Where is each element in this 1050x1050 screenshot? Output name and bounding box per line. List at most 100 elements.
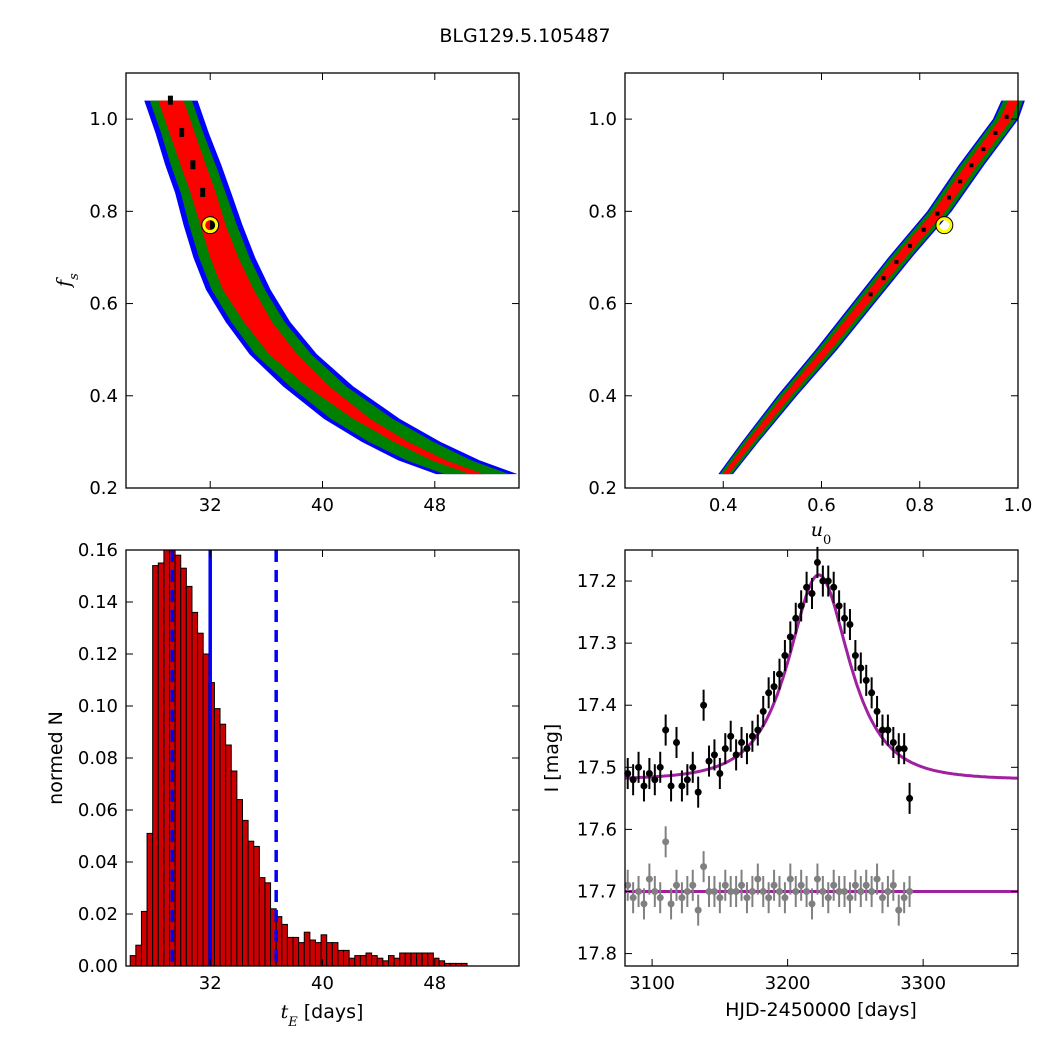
density-peak-pixel (210, 220, 216, 230)
residual-point (786, 875, 794, 883)
br-xtick-label: 3100 (629, 973, 675, 994)
data-point (906, 794, 914, 802)
residual-point (651, 887, 659, 895)
histogram-bar (326, 942, 333, 967)
histogram-bar (331, 942, 339, 967)
residual-point (835, 887, 843, 895)
histogram-bar (314, 942, 322, 967)
residual-point (803, 887, 811, 895)
y-axis-label: fs (53, 273, 82, 289)
bl-ytick-label: 0.00 (78, 956, 118, 977)
residual-point (841, 887, 849, 895)
histogram-bar (292, 936, 300, 967)
bl-ytick-label: 0.14 (78, 592, 118, 613)
best-fit-marker (202, 217, 219, 234)
panel-tE-histogram: 32 40 48 0.00 0.02 0.04 0.06 0.08 0.10 0.12 0.14 0.… (45, 540, 520, 1030)
tr-xtick-label: 0.8 (905, 495, 934, 516)
data-point (857, 664, 865, 672)
histogram-bar (247, 840, 255, 967)
histogram-bar (191, 611, 199, 967)
residual-point (878, 894, 886, 902)
tl-ytick-label: 0.2 (89, 478, 118, 499)
residual-point (862, 881, 870, 889)
histogram-bar (337, 949, 345, 967)
residual-point (689, 881, 697, 889)
br-xtick-label: 3300 (900, 973, 946, 994)
x-axis-label-sub: E (287, 1015, 298, 1030)
data-point (851, 652, 859, 660)
histogram-bar (264, 882, 272, 967)
data-point (770, 683, 778, 691)
residual-point (667, 900, 675, 908)
residual-point (819, 887, 827, 895)
residual-point (846, 894, 854, 902)
histogram-bar (427, 952, 434, 967)
br-ytick-label: 17.5 (577, 757, 617, 778)
histogram-bar (163, 549, 171, 967)
tl-ytick-label: 0.8 (89, 201, 118, 222)
br-ytick-label: 17.6 (577, 819, 617, 840)
data-point (662, 726, 670, 734)
histogram-bar (387, 955, 395, 967)
data-point (797, 602, 805, 610)
x-axis-label: u0 (811, 519, 832, 548)
best-fit-marker-outline (935, 216, 954, 235)
data-point (732, 751, 740, 759)
histogram-bar (152, 565, 159, 967)
bl-ytick-label: 0.04 (78, 852, 118, 873)
histogram-bar (298, 942, 305, 967)
br-ytick-label: 17.3 (577, 633, 617, 654)
residual-point (672, 881, 680, 889)
residual-point (635, 887, 643, 895)
data-point (635, 763, 643, 771)
residual-point (868, 887, 876, 895)
br-axes-frame (624, 549, 1019, 967)
histogram-bar (253, 845, 260, 967)
histogram-bar (416, 952, 423, 967)
data-point (873, 707, 881, 715)
histogram-bar (146, 832, 154, 967)
panel-fs-vs-u0: 0.4 0.6 0.8 1.0 0.2 0.4 0.6 0.8 1.0 u0 (588, 72, 1032, 548)
data-point (629, 776, 637, 784)
data-point (656, 763, 664, 771)
x-axis-label-var: t (281, 1001, 289, 1023)
data-point (884, 726, 892, 734)
histogram-bar (219, 723, 227, 967)
histogram-bar (213, 708, 221, 967)
tr-xtick-label: 0.6 (807, 495, 836, 516)
data-point (651, 776, 659, 784)
x-axis-label-sub: 0 (823, 533, 831, 548)
residual-point (792, 887, 800, 895)
tr-ytick-label: 1.0 (588, 109, 617, 130)
histogram-bar (348, 957, 356, 967)
histogram-bar (286, 936, 294, 967)
data-point (694, 788, 702, 796)
panel-light-curve: 3100 3200 3300 17.2 17.3 17.4 17.5 17.6 17.7 17.8… (541, 546, 1019, 1021)
residual-point (624, 881, 632, 889)
data-point (743, 745, 751, 753)
data-point (683, 776, 691, 784)
density-peak-pixel (958, 179, 963, 184)
data-point (846, 621, 854, 629)
data-point (900, 745, 908, 753)
bl-ytick-label: 0.10 (78, 696, 118, 717)
bl-ytick-label: 0.06 (78, 800, 118, 821)
data-point (895, 745, 903, 753)
histogram-bar (343, 949, 350, 967)
density-peak-pixel (921, 227, 926, 232)
histogram-bar (320, 934, 328, 967)
br-ytick-label: 17.4 (577, 695, 617, 716)
density-peak-pixel (190, 160, 196, 170)
histogram-bar (399, 952, 406, 967)
data-point (830, 583, 838, 591)
tl-xtick-label: 32 (199, 495, 222, 516)
histogram-bar (354, 955, 361, 967)
density-peak-pixel (179, 127, 185, 137)
model-curve (625, 573, 1018, 780)
density-peak-pixel (907, 243, 912, 248)
br-ytick-label: 17.7 (577, 881, 617, 902)
residual-point (727, 887, 735, 895)
residual-point (640, 900, 648, 908)
residual-point (629, 894, 637, 902)
residual-point (656, 894, 664, 902)
